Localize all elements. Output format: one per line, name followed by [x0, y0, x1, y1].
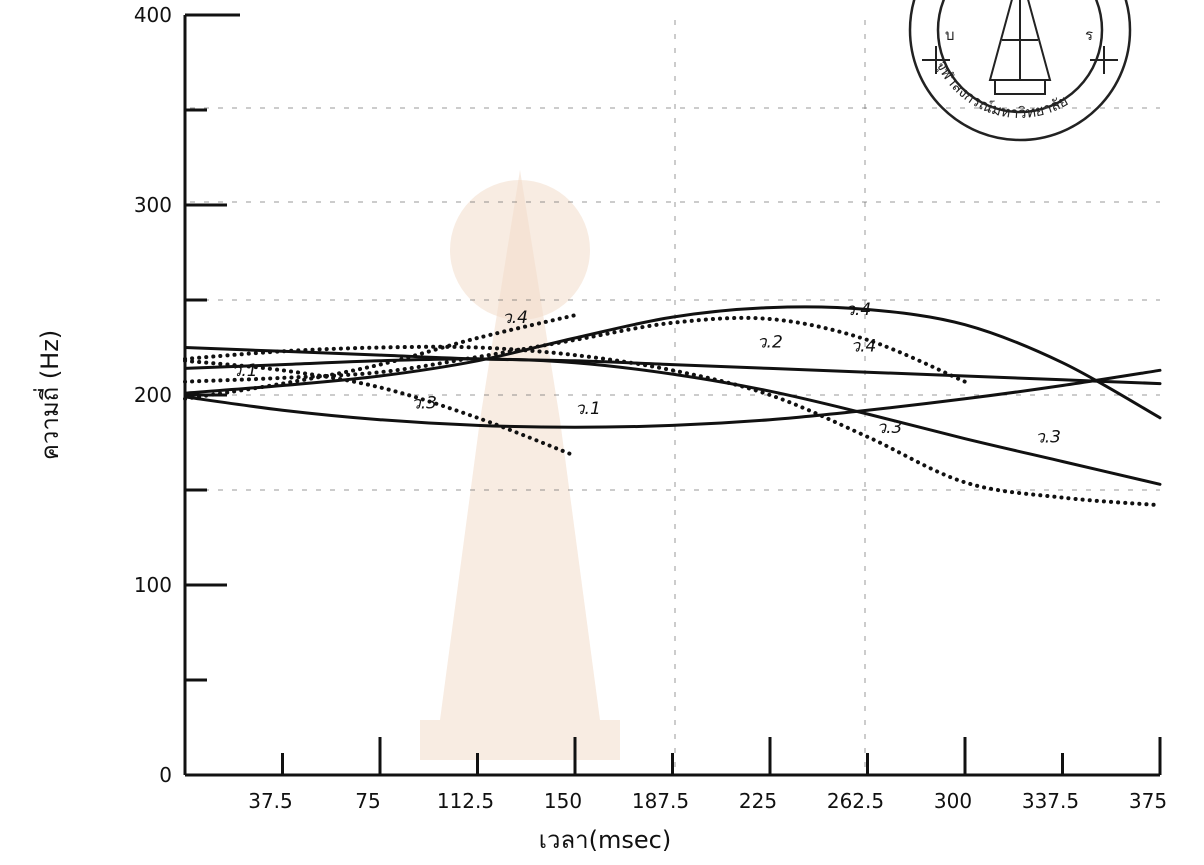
y-tick-label: 100	[134, 573, 172, 597]
seal-inner-ring	[936, 0, 1104, 114]
series-line-2-solid	[183, 346, 1162, 386]
curve-annotation: ว.4	[845, 300, 871, 320]
seal-edge-left: บ	[945, 26, 955, 44]
star-ornament-left-icon	[922, 46, 950, 74]
seal-text-path: จุฬาลงกรณ์มหาวิทยาลัย	[932, 58, 1071, 122]
grid	[190, 20, 1160, 770]
x-tick-label: 112.5	[437, 789, 494, 813]
curve-annotation: ว.3	[411, 393, 437, 413]
series-layer	[183, 305, 1162, 508]
x-tick-label: 375	[1129, 789, 1167, 813]
curve-annotation: ว.3	[1035, 428, 1061, 448]
curve-annotation: ว.2	[757, 333, 783, 353]
x-axis-title: เวลา(msec)	[539, 826, 671, 854]
series-line-8-dotted	[183, 313, 577, 401]
star-ornament-right-icon	[1090, 46, 1118, 74]
curve-annotation: ว.3	[877, 418, 903, 438]
y-tick-label: 300	[134, 193, 172, 217]
series-line-3-solid	[183, 357, 1162, 486]
curve-annotations: ว.1 ว.1 ว.3 ว.4 ว.2 ว.4 ว.4 ว.3 ว.3	[232, 300, 1061, 447]
curve-annotation: ว.1	[575, 399, 601, 419]
y-tick-label: 0	[159, 763, 172, 787]
shrine-emblem-icon	[988, 0, 1052, 95]
y-axis-title: ความถี่ (Hz)	[33, 330, 64, 460]
curve-annotation: ว.4	[851, 336, 877, 356]
x-tick-label: 150	[544, 789, 582, 813]
university-seal: จุฬาลงกรณ์มหาวิทยาลัย บ ร	[908, 0, 1132, 142]
seal-edge-right: ร	[1085, 26, 1093, 44]
x-tick-label: 75	[355, 789, 380, 813]
x-tick-label: 225	[739, 789, 777, 813]
seal-text: จุฬาลงกรณ์มหาวิทยาลัย	[932, 58, 1071, 122]
y-tick-label: 400	[134, 3, 172, 27]
x-tick-label: 187.5	[632, 789, 689, 813]
x-tick-label: 337.5	[1022, 789, 1079, 813]
y-tick-label: 200	[134, 383, 172, 407]
tick-labels: 37.5 75 112.5 150 187.5 225 262.5 300 337.5 375 0 1…	[134, 3, 1167, 813]
curve-annotation: ว.4	[502, 308, 528, 328]
x-tick-label: 262.5	[827, 789, 884, 813]
watermark-emblem	[420, 170, 620, 760]
series-line-5-dotted	[183, 344, 1162, 508]
x-tick-label: 300	[934, 789, 972, 813]
seal-outer-ring	[908, 0, 1132, 142]
curve-annotation: ว.1	[232, 361, 258, 381]
series-line-7-dotted	[183, 358, 577, 458]
x-tick-label: 37.5	[248, 789, 293, 813]
series-line-1-solid	[183, 368, 1162, 429]
series-line-4-solid	[183, 305, 1162, 420]
series-line-6-dotted	[183, 315, 967, 384]
